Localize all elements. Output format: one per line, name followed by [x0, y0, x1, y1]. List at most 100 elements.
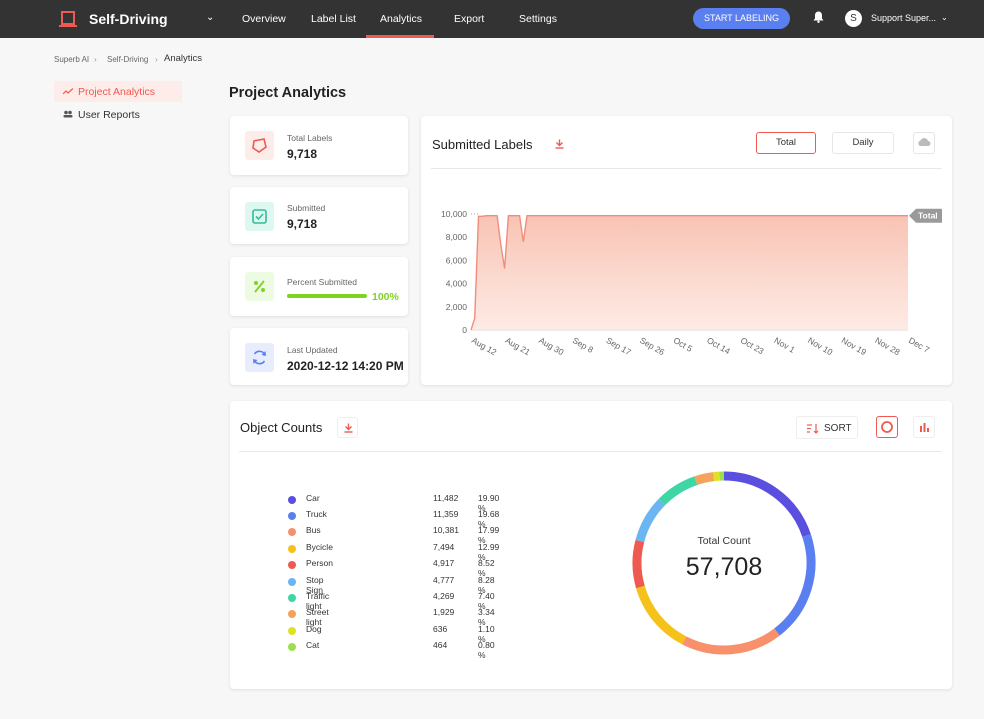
object-counts-card: Object Counts SORT Total Count 57,708 [230, 401, 952, 689]
bar-chart-icon [920, 423, 929, 432]
stat-card-last-updated: Last Updated 2020-12-12 14:20 PM [230, 328, 408, 385]
project-name[interactable]: Self-Driving [89, 11, 168, 27]
donut-slice-truck[interactable] [774, 534, 816, 636]
user-menu-chevron-icon[interactable]: ⌄ [941, 13, 948, 22]
stat-card-total-labels: Total Labels 9,718 [230, 116, 408, 175]
y-tick-label: 2,000 [446, 302, 468, 312]
toggle-daily-button[interactable]: Daily [832, 132, 894, 154]
sidebar-item-label-project-analytics[interactable]: Project Analytics [78, 86, 156, 98]
legend-dot [288, 627, 296, 635]
breadcrumb-separator-icon: › [94, 55, 97, 64]
stat-value: 9,718 [287, 217, 318, 231]
y-tick-label: 6,000 [446, 255, 468, 265]
legend-count: 636 [433, 624, 448, 634]
legend-dot [288, 512, 296, 520]
nav-tab-settings[interactable]: Settings [519, 13, 557, 25]
sort-button[interactable]: SORT [796, 416, 858, 439]
legend-dot [288, 594, 296, 602]
cloud-download-button[interactable] [913, 132, 935, 154]
breadcrumb-separator-icon: › [155, 55, 158, 64]
breadcrumb-superb-ai[interactable]: Superb AI [54, 55, 90, 64]
sidebar-item-user-reports[interactable]: User Reports [78, 109, 140, 121]
project-logo-icon [59, 11, 77, 27]
y-tick-label: 0 [462, 325, 467, 335]
stat-label: Submitted [287, 203, 326, 213]
series-line-total [470, 215, 908, 331]
x-tick-label: Oct 23 [739, 335, 766, 356]
percent-icon [245, 272, 274, 301]
check-square-icon [245, 202, 274, 231]
legend-count: 11,482 [433, 493, 459, 503]
legend-count: 11,359 [433, 509, 459, 519]
series-tag-marker [909, 208, 942, 223]
download-icon[interactable] [555, 139, 564, 149]
x-tick-label: Sep 26 [638, 335, 667, 357]
breadcrumb-self-driving[interactable]: Self-Driving [107, 55, 149, 64]
donut-slice-dog[interactable] [713, 471, 720, 482]
nav-tab-overview[interactable]: Overview [242, 13, 286, 25]
nav-tab-export[interactable]: Export [454, 13, 485, 25]
sort-label: SORT [824, 423, 852, 434]
legend-percent: 12.99 % [478, 542, 500, 562]
start-labeling-button[interactable]: START LABELING [693, 8, 790, 29]
nav-tab-label-list[interactable]: Label List [311, 13, 356, 25]
legend-name: Traffic light [306, 591, 330, 611]
donut-view-button[interactable] [876, 416, 898, 438]
legend-name: Cat [306, 640, 320, 650]
top-nav-bar: Self-Driving ⌄ Overview Label List Analy… [0, 0, 984, 38]
x-tick-label: Nov 28 [873, 335, 902, 357]
user-name[interactable]: Support Super... [871, 13, 937, 23]
x-tick-label: Sep 17 [604, 335, 633, 357]
series-area-total [471, 215, 908, 330]
x-tick-label: Oct 14 [705, 335, 732, 356]
notification-bell-icon[interactable] [813, 11, 824, 23]
sidebar-item-project-analytics[interactable] [54, 81, 182, 102]
legend-count: 1,929 [433, 607, 455, 617]
download-icon [344, 423, 353, 433]
nav-active-indicator [366, 35, 434, 38]
donut-slice-traffic-light[interactable] [658, 476, 698, 506]
legend-name: Bus [306, 525, 321, 535]
stat-card-submitted: Submitted 9,718 [230, 187, 408, 244]
legend-percent: 1.10 % [478, 624, 495, 644]
submitted-labels-chart: 0 2,000 4,000 6,000 8,000 10,000 Aug 12 Aug 21 A… [441, 208, 942, 357]
percent-value: 100% [372, 291, 399, 303]
submitted-labels-card: Submitted Labels Total Daily 0 2,000 4,000… [421, 116, 952, 385]
bar-view-button[interactable] [913, 416, 935, 438]
donut-slice-bus[interactable] [682, 628, 780, 655]
legend-dot [288, 545, 296, 553]
legend-count: 464 [433, 640, 448, 650]
object-counts-download-button[interactable] [337, 417, 358, 438]
nav-tab-analytics[interactable]: Analytics [380, 13, 423, 25]
x-tick-label: Nov 1 [773, 335, 797, 355]
donut-slice-person[interactable] [632, 539, 645, 589]
x-tick-label: Oct 5 [672, 335, 695, 354]
x-tick-label: Aug 30 [537, 335, 566, 357]
legend-percent: 7.40 % [478, 591, 495, 611]
donut-slice-street-light[interactable] [694, 472, 715, 485]
breadcrumb-analytics: Analytics [164, 53, 203, 64]
stat-label: Last Updated [287, 345, 338, 355]
card-divider [239, 451, 942, 452]
legend-dot [288, 528, 296, 536]
user-avatar[interactable]: S [845, 10, 862, 27]
y-tick-label: 8,000 [446, 232, 468, 242]
donut-slice-bycicle[interactable] [636, 585, 687, 645]
legend-percent: 0.80 % [478, 640, 495, 660]
toggle-total-button[interactable]: Total [756, 132, 816, 154]
legend-count: 4,777 [433, 575, 455, 585]
legend-name: Car [306, 493, 320, 503]
stat-card-percent-submitted: Percent Submitted 100% [230, 257, 408, 316]
trend-line-icon [63, 88, 73, 95]
project-switcher-chevron-icon[interactable]: ⌄ [206, 12, 215, 23]
legend-dot [288, 610, 296, 618]
legend-percent: 19.68 % [478, 509, 500, 529]
legend-count: 10,381 [433, 525, 459, 535]
stat-value: 9,718 [287, 147, 318, 161]
legend-percent: 19.90 % [478, 493, 500, 513]
legend-percent: 17.99 % [478, 525, 500, 545]
donut-slice-car[interactable] [723, 471, 811, 538]
card-divider [431, 168, 942, 169]
legend-count: 4,269 [433, 591, 455, 601]
donut-slice-stop-sign[interactable] [635, 498, 666, 543]
